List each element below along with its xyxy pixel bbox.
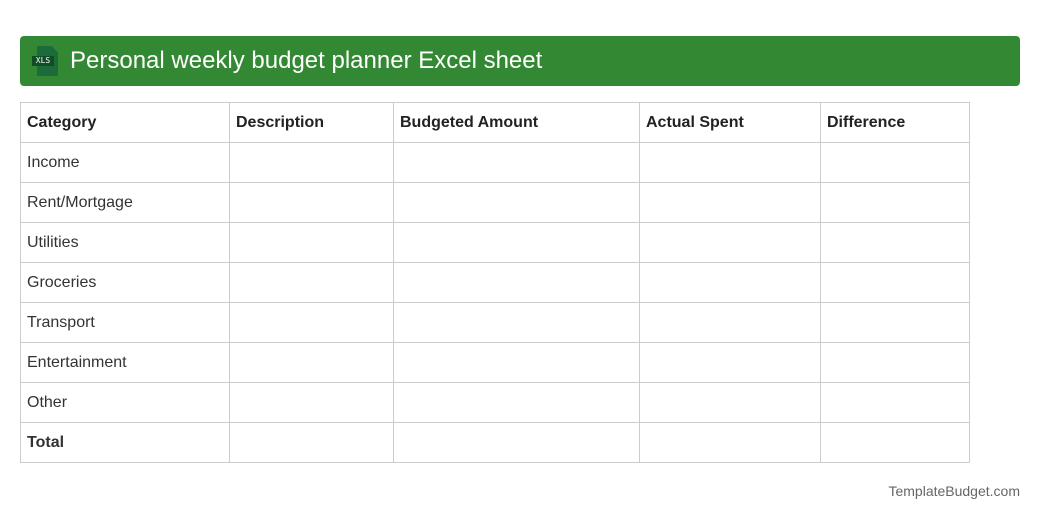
category-cell[interactable]: Other (20, 382, 230, 423)
empty-cell[interactable] (820, 222, 970, 263)
empty-cell[interactable] (229, 142, 394, 183)
empty-cell[interactable] (393, 182, 640, 223)
column-header: Actual Spent (639, 102, 821, 143)
table-header-row: Category Description Budgeted Amount Act… (20, 102, 970, 143)
empty-cell[interactable] (820, 422, 970, 463)
category-cell[interactable]: Groceries (20, 262, 230, 303)
empty-cell[interactable] (820, 382, 970, 423)
table-row: Groceries (20, 262, 970, 303)
category-cell[interactable]: Utilities (20, 222, 230, 263)
category-cell[interactable]: Total (20, 422, 230, 463)
column-header: Budgeted Amount (393, 102, 640, 143)
empty-cell[interactable] (639, 262, 821, 303)
empty-cell[interactable] (820, 342, 970, 383)
empty-cell[interactable] (639, 302, 821, 343)
column-header: Difference (820, 102, 970, 143)
table-row: Total (20, 422, 970, 463)
empty-cell[interactable] (639, 342, 821, 383)
empty-cell[interactable] (229, 342, 394, 383)
empty-cell[interactable] (229, 302, 394, 343)
category-cell[interactable]: Entertainment (20, 342, 230, 383)
empty-cell[interactable] (393, 262, 640, 303)
table-row: Other (20, 382, 970, 423)
empty-cell[interactable] (393, 142, 640, 183)
empty-cell[interactable] (393, 342, 640, 383)
empty-cell[interactable] (820, 302, 970, 343)
empty-cell[interactable] (393, 302, 640, 343)
empty-cell[interactable] (393, 222, 640, 263)
empty-cell[interactable] (639, 142, 821, 183)
empty-cell[interactable] (229, 262, 394, 303)
xls-file-icon: XLS (32, 46, 58, 76)
empty-cell[interactable] (229, 222, 394, 263)
table-row: Utilities (20, 222, 970, 263)
empty-cell[interactable] (229, 422, 394, 463)
empty-cell[interactable] (820, 182, 970, 223)
column-header: Category (20, 102, 230, 143)
empty-cell[interactable] (229, 382, 394, 423)
empty-cell[interactable] (820, 142, 970, 183)
category-cell[interactable]: Rent/Mortgage (20, 182, 230, 223)
table-row: Entertainment (20, 342, 970, 383)
empty-cell[interactable] (639, 222, 821, 263)
column-header: Description (229, 102, 394, 143)
empty-cell[interactable] (229, 182, 394, 223)
footer-brand: TemplateBudget.com (888, 483, 1020, 499)
empty-cell[interactable] (639, 422, 821, 463)
empty-cell[interactable] (820, 262, 970, 303)
table-row: Rent/Mortgage (20, 182, 970, 223)
empty-cell[interactable] (639, 182, 821, 223)
table-row: Transport (20, 302, 970, 343)
title-banner: XLS Personal weekly budget planner Excel… (20, 36, 1020, 86)
empty-cell[interactable] (393, 382, 640, 423)
category-cell[interactable]: Transport (20, 302, 230, 343)
category-cell[interactable]: Income (20, 142, 230, 183)
table-row: Income (20, 142, 970, 183)
empty-cell[interactable] (393, 422, 640, 463)
budget-table: Category Description Budgeted Amount Act… (20, 102, 970, 463)
empty-cell[interactable] (639, 382, 821, 423)
page-title: Personal weekly budget planner Excel she… (70, 47, 543, 74)
